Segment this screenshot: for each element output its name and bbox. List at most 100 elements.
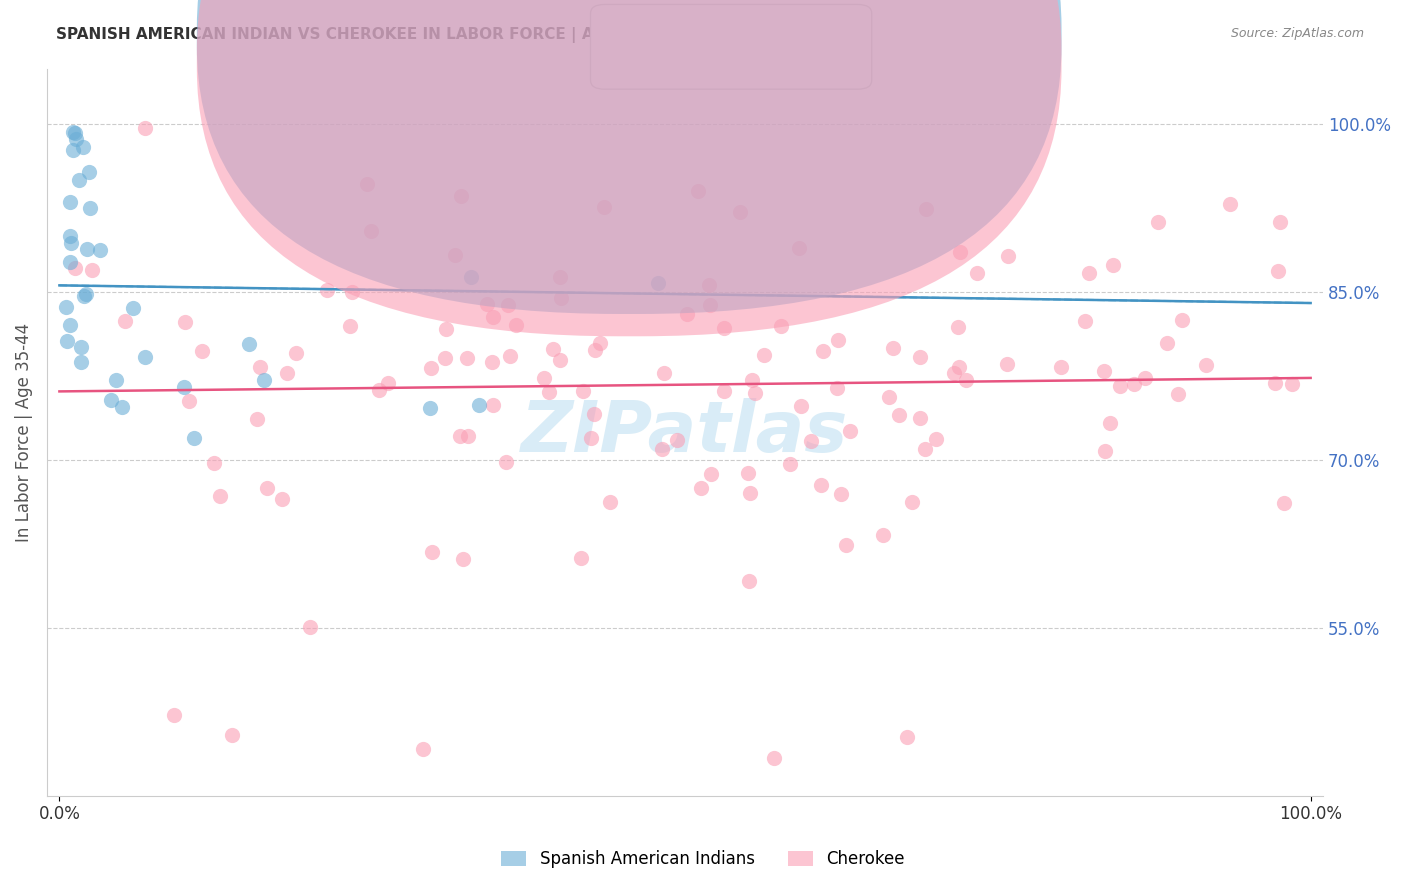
Point — [360, 224, 382, 238]
Point — [451, 552, 474, 566]
Point — [1281, 376, 1303, 391]
Point — [647, 276, 669, 290]
Point — [686, 184, 709, 198]
Point — [299, 620, 322, 634]
Point — [221, 728, 243, 742]
Point — [915, 202, 938, 216]
Point — [800, 434, 823, 448]
Point — [910, 350, 932, 364]
Point — [481, 310, 503, 324]
Point — [737, 466, 759, 480]
Point — [183, 431, 205, 445]
Point — [900, 494, 922, 508]
Point — [738, 574, 761, 588]
Point — [59, 235, 82, 250]
Point — [76, 242, 98, 256]
Point — [827, 333, 849, 347]
Point — [89, 244, 111, 258]
Point — [955, 373, 977, 387]
Text: Source: ZipAtlas.com: Source: ZipAtlas.com — [1230, 27, 1364, 40]
Point — [65, 132, 87, 146]
Point — [481, 355, 503, 369]
Point — [550, 291, 572, 305]
Point — [419, 401, 441, 415]
Point — [666, 433, 689, 447]
Point — [943, 366, 966, 380]
Point — [541, 342, 564, 356]
Point — [468, 398, 491, 412]
Point — [173, 315, 195, 329]
Point — [599, 495, 621, 509]
Point — [76, 286, 98, 301]
Point — [163, 707, 186, 722]
Point — [121, 301, 143, 316]
Point — [779, 457, 801, 471]
Point — [948, 360, 970, 375]
Point — [1098, 416, 1121, 430]
Point — [63, 260, 86, 275]
Point — [548, 269, 571, 284]
Point — [482, 398, 505, 412]
Point — [651, 442, 673, 456]
Point — [67, 173, 90, 187]
Point — [925, 432, 948, 446]
Point — [69, 355, 91, 369]
Point — [59, 229, 82, 244]
Point — [202, 456, 225, 470]
Point — [569, 551, 592, 566]
Point — [1195, 358, 1218, 372]
Point — [495, 455, 517, 469]
Point — [433, 351, 456, 366]
Point — [1135, 371, 1157, 385]
Point — [730, 205, 752, 219]
Point — [1270, 215, 1292, 229]
Point — [69, 340, 91, 354]
Point — [276, 366, 298, 380]
Point — [790, 399, 813, 413]
Point — [872, 528, 894, 542]
Point — [505, 318, 527, 333]
Point — [700, 467, 723, 482]
Point — [592, 201, 614, 215]
Point — [104, 373, 127, 387]
Point — [457, 428, 479, 442]
Point — [456, 351, 478, 365]
Point — [579, 432, 602, 446]
Point — [368, 383, 391, 397]
Point — [134, 121, 156, 136]
Point — [889, 408, 911, 422]
Point — [340, 285, 363, 300]
Point — [460, 269, 482, 284]
Point — [284, 346, 307, 360]
Point — [449, 429, 471, 443]
Point — [589, 336, 612, 351]
Point — [713, 384, 735, 398]
Point — [420, 544, 443, 558]
Point — [62, 125, 84, 139]
Point — [1077, 266, 1099, 280]
Point — [1102, 258, 1125, 272]
Point — [830, 487, 852, 501]
Point — [356, 178, 378, 192]
Text: SPANISH AMERICAN INDIAN VS CHEROKEE IN LABOR FORCE | AGE 35-44 CORRELATION CHART: SPANISH AMERICAN INDIAN VS CHEROKEE IN L… — [56, 27, 859, 43]
Point — [583, 407, 606, 421]
Point — [548, 353, 571, 368]
Text: R =  0.029   N = 129: R = 0.029 N = 129 — [621, 51, 823, 65]
Point — [79, 201, 101, 215]
Point — [752, 348, 775, 362]
Point — [191, 344, 214, 359]
Point — [315, 283, 337, 297]
Point — [1219, 197, 1241, 211]
Point — [56, 334, 79, 348]
Point — [80, 262, 103, 277]
Point — [419, 360, 441, 375]
Point — [652, 367, 675, 381]
Point — [450, 189, 472, 203]
Point — [62, 144, 84, 158]
Point — [339, 318, 361, 333]
Point — [100, 392, 122, 407]
Point — [697, 277, 720, 292]
Point — [208, 489, 231, 503]
Point — [834, 538, 856, 552]
Point — [498, 298, 520, 312]
